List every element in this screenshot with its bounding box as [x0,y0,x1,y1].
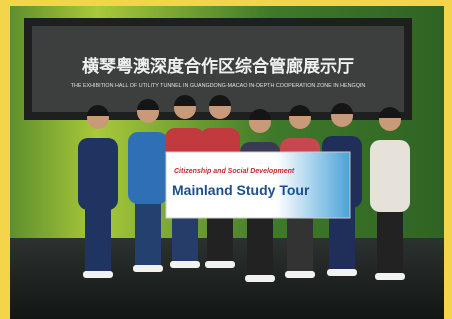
banner-title: Mainland Study Tour [172,182,310,198]
person-legs [377,205,403,275]
person-shoes [133,265,163,272]
person-legs [85,203,111,273]
person-shoes [327,269,357,276]
person-body [128,132,168,204]
person-shoes [83,271,113,278]
person-shoes [285,271,315,278]
banner-subtitle: Citizenship and Social Development [174,168,295,175]
person-body [370,140,410,212]
sign-title-en: THE EXHIBITION HALL OF UTILITY TUNNEL IN… [71,83,366,89]
person-body [78,138,118,210]
person-shoes [375,273,405,280]
photo: 横琴粤澳深度合作区综合管廊展示厅 THE EXHIBITION HALL OF … [0,0,452,319]
person-shoes [245,275,275,282]
sign-title-zh: 横琴粤澳深度合作区综合管廊展示厅 [82,56,354,76]
person-legs [135,197,161,267]
page: 横琴粤澳深度合作区综合管廊展示厅 THE EXHIBITION HALL OF … [0,0,452,319]
person-shoes [205,261,235,268]
person-shoes [170,261,200,268]
